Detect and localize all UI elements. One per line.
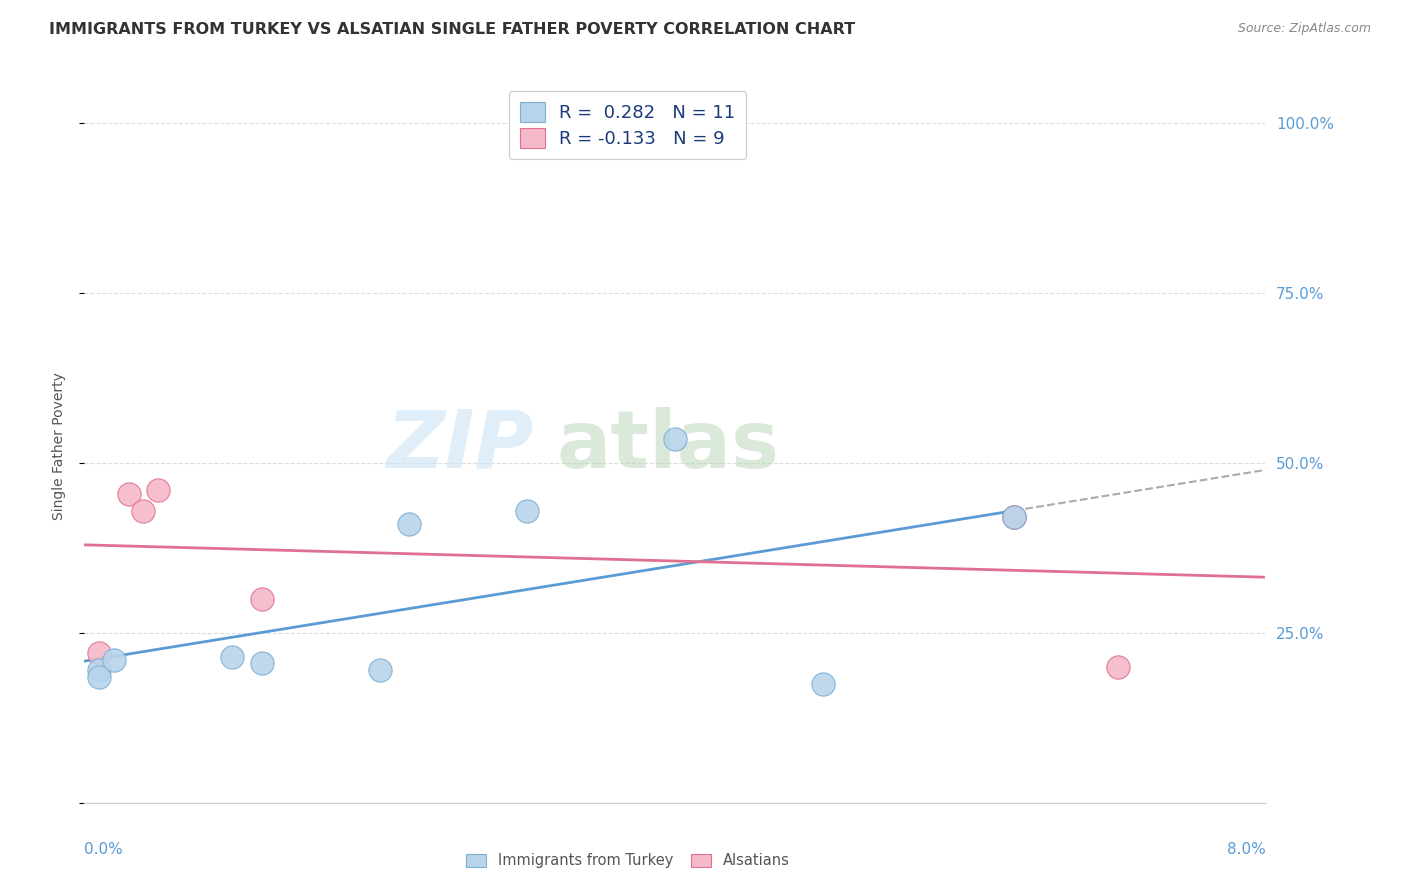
Point <box>1004 510 1026 524</box>
Point <box>1004 510 1026 524</box>
Point <box>250 591 273 606</box>
Point <box>89 670 111 684</box>
Text: ZIP: ZIP <box>385 407 533 485</box>
Text: IMMIGRANTS FROM TURKEY VS ALSATIAN SINGLE FATHER POVERTY CORRELATION CHART: IMMIGRANTS FROM TURKEY VS ALSATIAN SINGL… <box>49 22 855 37</box>
Text: Source: ZipAtlas.com: Source: ZipAtlas.com <box>1237 22 1371 36</box>
Point <box>1107 660 1129 674</box>
Point <box>516 503 538 517</box>
Y-axis label: Single Father Poverty: Single Father Poverty <box>52 372 66 520</box>
Point <box>398 517 420 532</box>
Point <box>221 649 243 664</box>
Point <box>103 653 125 667</box>
Text: 8.0%: 8.0% <box>1226 842 1265 857</box>
Point <box>118 486 141 500</box>
Point <box>664 432 686 446</box>
Text: atlas: atlas <box>557 407 780 485</box>
Point <box>1004 510 1026 524</box>
Text: 0.0%: 0.0% <box>84 842 124 857</box>
Point <box>89 646 111 660</box>
Point <box>811 677 834 691</box>
Point <box>132 503 155 517</box>
Legend: Immigrants from Turkey, Alsatians: Immigrants from Turkey, Alsatians <box>460 847 796 874</box>
Point <box>368 663 391 677</box>
Point <box>250 657 273 671</box>
Point <box>89 663 111 677</box>
Point <box>148 483 170 498</box>
